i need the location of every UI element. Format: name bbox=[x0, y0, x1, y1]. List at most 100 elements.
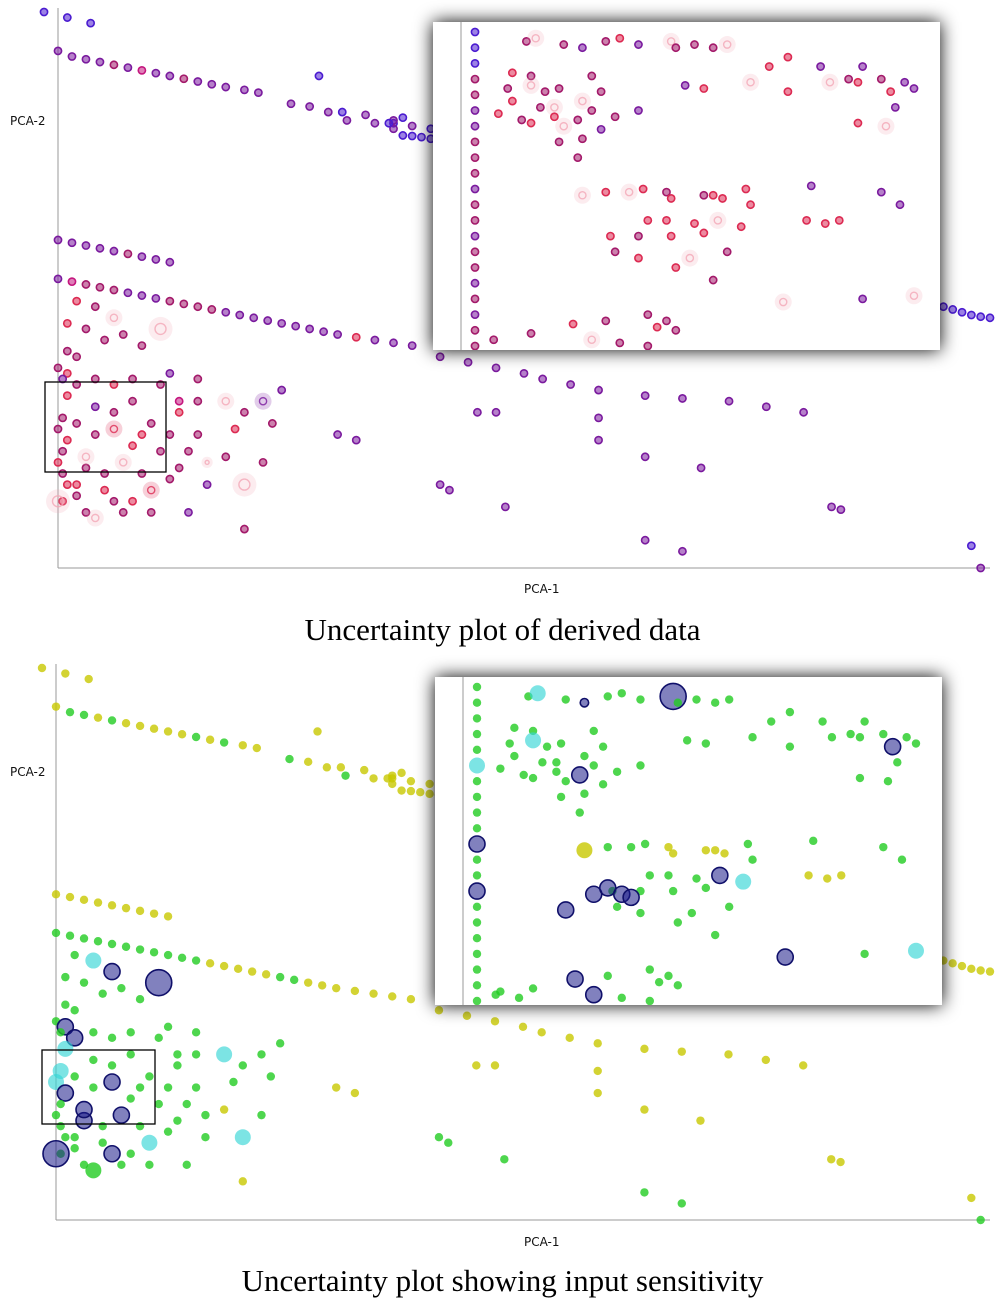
inset-data-point bbox=[837, 871, 846, 880]
inset-data-point bbox=[578, 43, 587, 53]
inset-data-point bbox=[636, 908, 645, 918]
inset-data-point bbox=[542, 742, 552, 751]
inset-data-point bbox=[561, 777, 570, 786]
inset-data-point bbox=[858, 294, 868, 304]
data-point bbox=[445, 485, 454, 495]
inset-data-point bbox=[507, 96, 517, 106]
inset-panel bbox=[435, 677, 942, 1005]
data-point bbox=[79, 710, 89, 720]
inset-data-point bbox=[470, 325, 480, 335]
data-point bbox=[53, 274, 63, 284]
data-point bbox=[323, 107, 333, 117]
inset-data-point bbox=[514, 993, 524, 1003]
inset-data-point bbox=[472, 777, 482, 786]
data-point bbox=[135, 945, 145, 954]
data-point bbox=[163, 727, 173, 736]
data-point bbox=[165, 474, 175, 484]
data-point bbox=[109, 285, 119, 295]
data-point bbox=[56, 1084, 75, 1102]
data-point bbox=[221, 307, 231, 317]
data-point bbox=[65, 892, 75, 902]
data-point bbox=[594, 435, 603, 445]
data-point bbox=[519, 368, 529, 378]
inset-data-point bbox=[662, 215, 671, 225]
data-point bbox=[84, 674, 93, 684]
data-point bbox=[109, 380, 119, 389]
inset-data-point bbox=[517, 115, 527, 125]
inset-data-point-halo bbox=[718, 36, 736, 54]
data-point bbox=[434, 1006, 444, 1015]
data-point bbox=[538, 374, 548, 384]
inset-data-point-halo bbox=[821, 73, 839, 91]
data-point bbox=[191, 732, 201, 742]
inset-data-point bbox=[643, 310, 653, 319]
data-point bbox=[678, 546, 687, 556]
data-point bbox=[95, 243, 105, 253]
inset-panel bbox=[433, 22, 940, 350]
data-point bbox=[221, 396, 231, 406]
data-point bbox=[490, 1017, 500, 1026]
inset-data-point bbox=[699, 228, 709, 238]
data-point bbox=[72, 380, 82, 389]
data-point bbox=[201, 1133, 210, 1142]
data-point bbox=[193, 396, 203, 406]
inset-data-point bbox=[643, 341, 653, 350]
data-point bbox=[193, 77, 203, 86]
data-point bbox=[201, 1110, 210, 1120]
inset-data-point bbox=[785, 707, 795, 717]
data-point bbox=[341, 771, 350, 780]
inset-data-point bbox=[496, 764, 505, 773]
inset-data-point bbox=[855, 773, 865, 783]
data-point bbox=[351, 332, 361, 342]
inset-data-point bbox=[883, 737, 902, 756]
inset-data-point bbox=[470, 59, 480, 68]
data-point bbox=[319, 327, 329, 337]
inset-data-point bbox=[472, 918, 482, 927]
inset-data-point-halo bbox=[555, 117, 573, 135]
data-point bbox=[696, 463, 706, 473]
data-point bbox=[154, 322, 167, 336]
data-point bbox=[173, 1061, 182, 1070]
inset-data-point bbox=[634, 253, 643, 263]
derived-data-scatter-plot bbox=[39, 7, 995, 573]
data-point bbox=[72, 296, 82, 306]
data-point bbox=[146, 419, 156, 428]
data-point bbox=[976, 966, 985, 975]
data-point bbox=[435, 480, 445, 489]
data-point bbox=[397, 768, 406, 778]
inset-data-point bbox=[825, 77, 835, 87]
data-point bbox=[967, 1193, 976, 1203]
inset-data-point bbox=[718, 194, 727, 203]
inset-data-point bbox=[767, 717, 776, 726]
inset-data-point bbox=[804, 871, 813, 880]
data-point bbox=[761, 1055, 771, 1065]
data-point bbox=[65, 707, 75, 717]
inset-data-point bbox=[554, 84, 564, 93]
data-point bbox=[107, 901, 117, 910]
data-point bbox=[593, 1088, 602, 1098]
inset-data-point bbox=[472, 698, 482, 707]
data-point bbox=[370, 118, 380, 128]
inset-data-point bbox=[816, 62, 825, 71]
data-point bbox=[163, 950, 173, 960]
data-point bbox=[221, 82, 231, 92]
inset-data-point bbox=[589, 726, 598, 736]
inset-data-point bbox=[685, 253, 695, 263]
data-point bbox=[238, 1061, 247, 1070]
data-point bbox=[135, 906, 145, 916]
data-point bbox=[397, 786, 406, 795]
data-point bbox=[144, 968, 173, 997]
inset-data-point bbox=[699, 84, 709, 93]
inset-data-point bbox=[580, 789, 589, 798]
data-point bbox=[107, 939, 117, 949]
data-point bbox=[799, 407, 808, 417]
data-point bbox=[85, 1162, 102, 1179]
data-point bbox=[239, 524, 249, 534]
data-point bbox=[193, 430, 203, 439]
inset-data-point bbox=[573, 115, 583, 125]
data-point bbox=[128, 441, 137, 451]
data-point bbox=[62, 391, 72, 401]
inset-data-point bbox=[818, 717, 827, 726]
data-point bbox=[417, 132, 426, 142]
data-point bbox=[342, 116, 352, 125]
